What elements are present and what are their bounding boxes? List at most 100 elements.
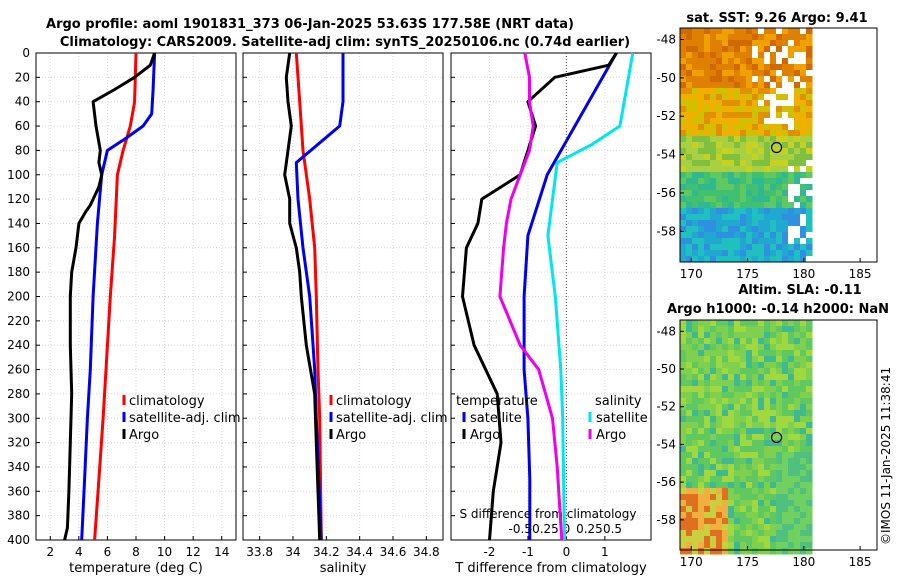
map-cell bbox=[704, 154, 711, 161]
series-Argo bbox=[63, 52, 157, 541]
map-cell bbox=[776, 344, 783, 351]
map-cell bbox=[716, 100, 723, 107]
map-cell bbox=[728, 220, 735, 227]
map-cell bbox=[794, 220, 801, 227]
map-cell bbox=[704, 464, 711, 471]
map-cell bbox=[704, 250, 711, 257]
map-cell bbox=[734, 196, 741, 203]
map-cell bbox=[686, 196, 693, 203]
y-tick-label: -48 bbox=[656, 33, 676, 47]
map-cell bbox=[788, 142, 795, 149]
map-cell bbox=[782, 52, 789, 59]
map-cell bbox=[710, 136, 717, 143]
map-cell bbox=[710, 166, 717, 173]
map-cell bbox=[788, 118, 795, 125]
map-cell bbox=[710, 416, 717, 423]
map-cell bbox=[806, 118, 813, 125]
map-cell bbox=[686, 488, 693, 495]
map-cell bbox=[716, 46, 723, 53]
map-cell bbox=[746, 226, 753, 233]
map-cell bbox=[716, 422, 723, 429]
map-cell bbox=[746, 494, 753, 501]
map-cell bbox=[722, 214, 729, 221]
map-cell bbox=[710, 380, 717, 387]
map-cell bbox=[728, 332, 735, 339]
map-cell bbox=[734, 398, 741, 405]
map-cell bbox=[680, 130, 687, 137]
map-cell bbox=[794, 446, 801, 453]
y-tick-label: 60 bbox=[15, 119, 30, 133]
map-cell bbox=[764, 458, 771, 465]
map-cell bbox=[776, 416, 783, 423]
map-cell bbox=[764, 256, 771, 263]
map-cell bbox=[704, 76, 711, 83]
map-cell bbox=[758, 428, 765, 435]
map-cell bbox=[800, 470, 807, 477]
map-cell bbox=[794, 542, 801, 549]
map-cell bbox=[758, 344, 765, 351]
map-cell bbox=[686, 476, 693, 483]
map-cell bbox=[758, 148, 765, 155]
map-cell bbox=[794, 184, 801, 191]
map-cell bbox=[782, 362, 789, 369]
map-cell bbox=[704, 70, 711, 77]
map-cell bbox=[704, 178, 711, 185]
map-cell bbox=[686, 512, 693, 519]
map-cell bbox=[698, 124, 705, 131]
map-cell bbox=[788, 338, 795, 345]
map-cell bbox=[680, 112, 687, 119]
map-cell bbox=[758, 374, 765, 381]
map-cell bbox=[710, 52, 717, 59]
map-cell bbox=[686, 368, 693, 375]
map-cell bbox=[746, 184, 753, 191]
map-cell bbox=[770, 512, 777, 519]
map-cell bbox=[746, 130, 753, 137]
figure-title-line1: Argo profile: aoml 1901831_373 06-Jan-20… bbox=[46, 17, 574, 32]
map-cell bbox=[710, 338, 717, 345]
map-cell bbox=[734, 494, 741, 501]
map-cell bbox=[698, 58, 705, 65]
map-cell bbox=[764, 356, 771, 363]
map-cell bbox=[710, 214, 717, 221]
map-cell bbox=[758, 362, 765, 369]
map-cell bbox=[794, 386, 801, 393]
map-cell bbox=[788, 542, 795, 549]
map-cell bbox=[764, 136, 771, 143]
map-cell bbox=[746, 154, 753, 161]
map-cell bbox=[692, 542, 699, 549]
map-cell bbox=[776, 220, 783, 227]
map-cell bbox=[770, 160, 777, 167]
x-tick-label: 34.6 bbox=[380, 545, 407, 559]
map-cell bbox=[710, 94, 717, 101]
map-cell bbox=[776, 76, 783, 83]
map-cell bbox=[794, 196, 801, 203]
map-cell bbox=[776, 536, 783, 543]
map-cell bbox=[800, 326, 807, 333]
map-cell bbox=[782, 452, 789, 459]
map-cell bbox=[716, 202, 723, 209]
map-cell bbox=[680, 482, 687, 489]
map-cell bbox=[698, 350, 705, 357]
map-cell bbox=[734, 362, 741, 369]
map-cell bbox=[722, 160, 729, 167]
map-cell bbox=[704, 238, 711, 245]
map-cell bbox=[734, 154, 741, 161]
map-cell bbox=[734, 226, 741, 233]
map-cell bbox=[806, 530, 813, 537]
map-cell bbox=[746, 244, 753, 251]
map-cell bbox=[716, 34, 723, 41]
map-cell bbox=[704, 446, 711, 453]
map-cell bbox=[710, 226, 717, 233]
map-cell bbox=[698, 220, 705, 227]
map-cell bbox=[764, 416, 771, 423]
map-cell bbox=[770, 398, 777, 405]
map-cell bbox=[710, 82, 717, 89]
map-cell bbox=[782, 428, 789, 435]
map-cell bbox=[686, 542, 693, 549]
map-cell bbox=[770, 386, 777, 393]
map-cell bbox=[698, 464, 705, 471]
map-cell bbox=[722, 130, 729, 137]
map-cell bbox=[728, 404, 735, 411]
map-cell bbox=[704, 28, 711, 35]
map-cell bbox=[788, 160, 795, 167]
